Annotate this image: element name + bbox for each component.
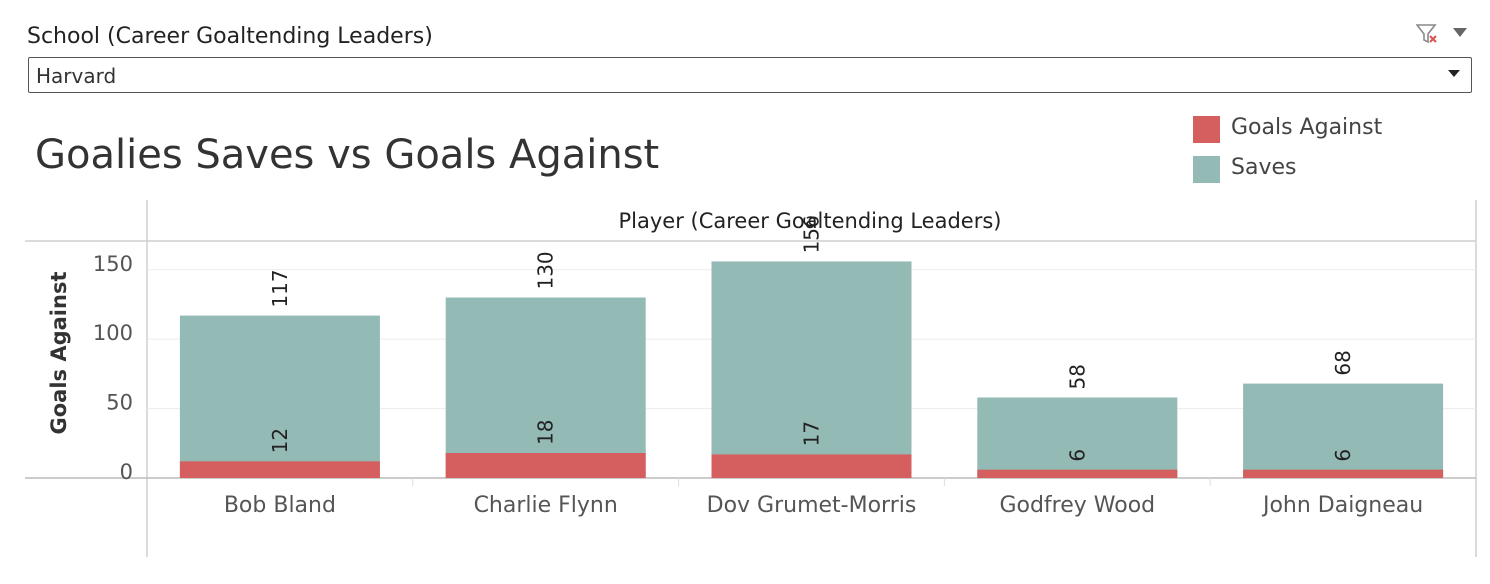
legend-swatch-saves — [1193, 156, 1220, 183]
bar-saves[interactable] — [445, 297, 646, 478]
chart-title: Goalies Saves vs Goals Against — [35, 132, 660, 178]
saves-value-label: 130 — [534, 251, 558, 289]
bar-saves[interactable] — [711, 261, 912, 478]
school-filter-dropdown[interactable]: Harvard — [28, 57, 1472, 93]
goals-against-value-label: 17 — [800, 421, 824, 446]
legend-label-saves: Saves — [1231, 155, 1297, 180]
y-tick-label: 150 — [93, 252, 133, 276]
bar-goals-against[interactable] — [179, 461, 380, 478]
bar-saves[interactable] — [977, 397, 1178, 478]
saves-value-label: 68 — [1331, 350, 1355, 375]
goals-against-value-label: 12 — [268, 428, 292, 453]
filter-menu-chevron-icon[interactable] — [1452, 26, 1468, 38]
goals-against-value-label: 6 — [1065, 449, 1089, 462]
dropdown-caret-icon[interactable] — [1447, 66, 1461, 80]
school-filter-value: Harvard — [36, 64, 117, 88]
goals-against-value-label: 18 — [534, 420, 558, 445]
x-category-label: Godfrey Wood — [999, 493, 1155, 518]
saves-value-label: 156 — [800, 215, 824, 253]
saves-value-label: 117 — [268, 269, 292, 307]
column-header-label: Player (Career Goaltending Leaders) — [619, 209, 1002, 233]
x-axis-labels: Bob Bland Charlie Flynn Dov Grumet-Morris G… — [224, 478, 1423, 518]
bar-goals-against[interactable] — [445, 453, 646, 478]
legend-label-goals-against: Goals Against — [1231, 115, 1383, 140]
y-tick-label: 100 — [93, 321, 133, 345]
x-category-label: Bob Bland — [224, 493, 336, 518]
bar-goals-against[interactable] — [1243, 469, 1444, 478]
bar-goals-against[interactable] — [711, 454, 912, 478]
y-axis-label: Goals Against — [47, 272, 71, 435]
bar-chart: Player (Career Goaltending Leaders) Goal… — [25, 200, 1477, 557]
x-category-label: Dov Grumet-Morris — [707, 493, 917, 518]
bars: 117 12 130 18 156 17 58 6 68 6 — [179, 215, 1444, 478]
x-category-label: Charlie Flynn — [474, 493, 618, 518]
filter-icons — [1415, 22, 1476, 48]
legend-swatch-goals-against — [1193, 116, 1220, 143]
x-category-label: John Daigneau — [1261, 493, 1423, 518]
y-tick-label: 0 — [120, 460, 133, 484]
bar-saves[interactable] — [179, 315, 380, 478]
clear-filter-icon[interactable] — [1415, 22, 1476, 48]
y-tick-label: 50 — [106, 391, 133, 415]
bar-saves[interactable] — [1243, 383, 1444, 478]
goals-against-value-label: 6 — [1331, 449, 1355, 462]
filter-title: School (Career Goaltending Leaders) — [27, 24, 433, 49]
saves-value-label: 58 — [1065, 364, 1089, 389]
bar-goals-against[interactable] — [977, 469, 1178, 478]
